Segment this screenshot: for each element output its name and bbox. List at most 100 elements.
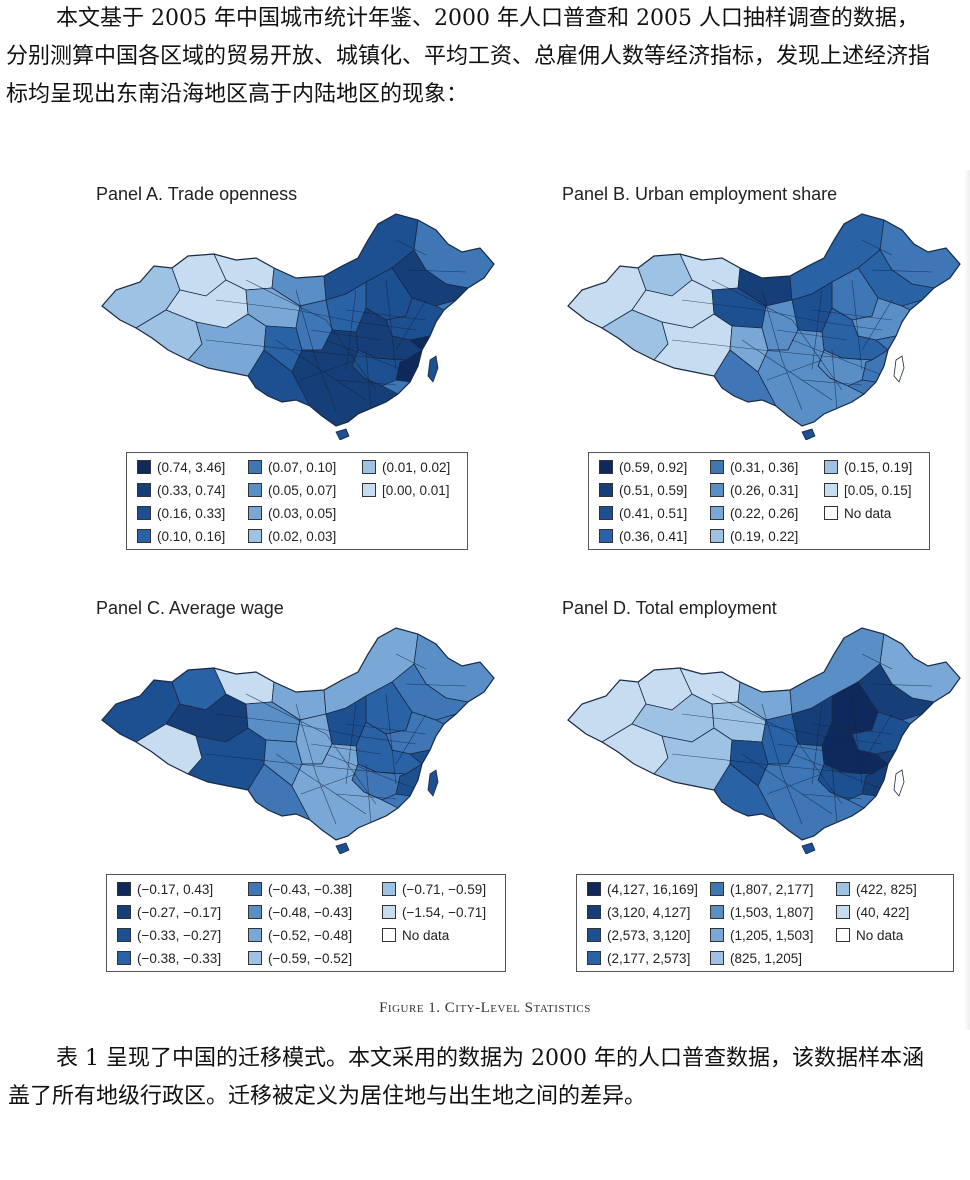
legend-item: No data — [824, 503, 891, 523]
legend-item: (0.05, 0.07] — [248, 480, 336, 500]
legend-label: (0.02, 0.03] — [268, 528, 337, 544]
map-island-east — [893, 769, 905, 797]
panel-c: Panel C. Average wage (−0.17, 0.43] (−0.2… — [96, 598, 536, 998]
legend-label: (2,177, 2,573] — [607, 950, 691, 966]
legend-swatch — [137, 529, 151, 543]
map-outline — [567, 627, 961, 841]
legend-item: (0.03, 0.05] — [248, 503, 336, 523]
legend-swatch — [248, 483, 262, 497]
legend-label: (−0.59, −0.52] — [268, 950, 353, 966]
legend-item: (1,503, 1,807] — [710, 902, 813, 922]
legend-item: [0.05, 0.15] — [824, 480, 912, 500]
panel-a-map — [101, 213, 495, 440]
legend-item: (0.74, 3.46] — [137, 457, 225, 477]
legend-swatch — [836, 905, 850, 919]
map-island-south — [801, 428, 816, 440]
legend-swatch — [117, 882, 131, 896]
legend-swatch — [248, 951, 262, 965]
panel-d: Panel D. Total employment (4,127, 16,169… — [562, 598, 970, 998]
legend-label: (2,573, 3,120] — [607, 927, 691, 943]
legend-label: (0.16, 0.33] — [157, 505, 226, 521]
legend-swatch — [824, 460, 838, 474]
legend-label: (0.22, 0.26] — [730, 505, 799, 521]
legend-label: (4,127, 16,169] — [607, 881, 698, 897]
legend-swatch — [599, 506, 613, 520]
legend-swatch — [137, 506, 151, 520]
legend-label: (0.07, 0.10] — [268, 459, 337, 475]
map-city-borders — [205, 653, 467, 825]
legend-swatch — [599, 460, 613, 474]
map-island-east — [427, 355, 439, 383]
outro-paragraph: 表 1 呈现了中国的迁移模式。本文采用的数据为 2000 年的人口普查数据，该数… — [8, 1046, 924, 1109]
intro-paragraph: 本文基于 2005 年中国城市统计年鉴、2000 年人口普查和 2005 人口抽… — [6, 6, 931, 107]
map-city-borders — [671, 239, 933, 411]
legend-label: (825, 1,205] — [730, 950, 803, 966]
legend-item: (−0.33, −0.27] — [117, 925, 221, 945]
legend-item: (4,127, 16,169] — [587, 879, 698, 899]
legend-item: (−0.43, −0.38] — [248, 879, 352, 899]
panel-c-title: Panel C. Average wage — [96, 598, 284, 618]
legend-label: (−1.54, −0.71] — [402, 904, 487, 920]
legend-item: (0.41, 0.51] — [599, 503, 687, 523]
legend-label: (3,120, 4,127] — [607, 904, 691, 920]
legend-item: (−0.38, −0.33] — [117, 948, 221, 968]
map-city-borders — [671, 653, 933, 825]
legend-swatch — [248, 928, 262, 942]
legend-swatch — [710, 506, 724, 520]
legend-item: (0.36, 0.41] — [599, 526, 687, 546]
legend-swatch — [710, 483, 724, 497]
legend-swatch — [117, 905, 131, 919]
legend-label: (0.59, 0.92] — [619, 459, 688, 475]
legend-swatch — [248, 905, 262, 919]
legend-item: (2,573, 3,120] — [587, 925, 690, 945]
legend-swatch — [382, 928, 396, 942]
legend-item: (−0.52, −0.48] — [248, 925, 352, 945]
legend-swatch — [710, 951, 724, 965]
legend-item: No data — [382, 925, 449, 945]
legend-label: (40, 422] — [856, 904, 910, 920]
legend-label: (0.05, 0.07] — [268, 482, 337, 498]
legend-label: (1,503, 1,807] — [730, 904, 814, 920]
legend-item: (−1.54, −0.71] — [382, 902, 486, 922]
legend-label: (0.74, 3.46] — [157, 459, 226, 475]
panel-c-legend: (−0.17, 0.43] (−0.27, −0.17] (−0.33, −0.27… — [106, 874, 506, 972]
legend-swatch — [599, 483, 613, 497]
panel-a-title: Panel A. Trade openness — [96, 184, 298, 204]
panel-a-legend: (0.74, 3.46] (0.33, 0.74] (0.16, 0.33] (0.1… — [126, 452, 468, 550]
legend-swatch — [382, 905, 396, 919]
legend-label: (0.03, 0.05] — [268, 505, 337, 521]
legend-item: (0.02, 0.03] — [248, 526, 336, 546]
figure-caption: Figure 1. City-Level Statistics — [379, 1000, 591, 1016]
legend-item: (1,807, 2,177] — [710, 879, 813, 899]
legend-swatch — [382, 882, 396, 896]
legend-label: (0.26, 0.31] — [730, 482, 799, 498]
legend-item: (−0.48, −0.43] — [248, 902, 352, 922]
legend-swatch — [710, 529, 724, 543]
legend-item: (0.07, 0.10] — [248, 457, 336, 477]
legend-item: [0.00, 0.01] — [362, 480, 450, 500]
legend-swatch — [710, 928, 724, 942]
legend-swatch — [137, 483, 151, 497]
legend-item: (422, 825] — [836, 879, 917, 899]
legend-item: (0.31, 0.36] — [710, 457, 798, 477]
map-outline — [567, 213, 961, 427]
legend-label: (0.41, 0.51] — [619, 505, 688, 521]
map-island-south — [335, 842, 350, 854]
legend-label: (−0.52, −0.48] — [268, 927, 353, 943]
legend-swatch — [362, 483, 376, 497]
legend-label: (0.36, 0.41] — [619, 528, 688, 544]
legend-item: (40, 422] — [836, 902, 909, 922]
legend-label: (0.15, 0.19] — [844, 459, 913, 475]
panel-b-title: Panel B. Urban employment share — [562, 184, 838, 204]
legend-swatch — [248, 460, 262, 474]
legend-swatch — [710, 460, 724, 474]
legend-label: (422, 825] — [856, 881, 917, 897]
map-outline — [101, 627, 495, 841]
legend-label: (0.01, 0.02] — [382, 459, 451, 475]
legend-swatch — [836, 928, 850, 942]
legend-swatch — [824, 483, 838, 497]
legend-swatch — [710, 905, 724, 919]
legend-item: (−0.27, −0.17] — [117, 902, 221, 922]
map-island-east — [893, 355, 905, 383]
map-island-south — [801, 842, 816, 854]
